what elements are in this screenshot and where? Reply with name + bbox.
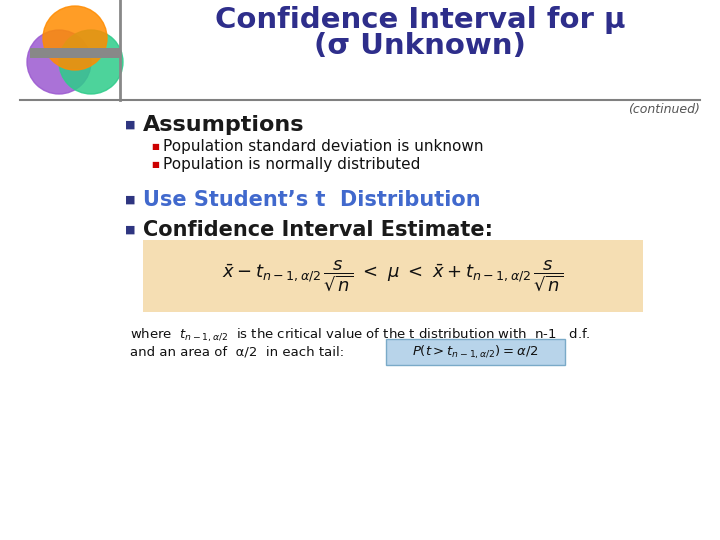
Circle shape xyxy=(59,30,123,94)
FancyBboxPatch shape xyxy=(386,339,565,365)
Text: $\bar{x} - t_{n-1,\alpha/2}\,\dfrac{s}{\sqrt{n}}\ <\ \mu\ <\ \bar{x} + t_{n-1,\a: $\bar{x} - t_{n-1,\alpha/2}\,\dfrac{s}{\… xyxy=(222,259,564,293)
Text: ■: ■ xyxy=(125,195,135,205)
Text: and an area of  α/2  in each tail:: and an area of α/2 in each tail: xyxy=(130,346,344,359)
Text: Population is normally distributed: Population is normally distributed xyxy=(163,157,420,172)
Text: ■: ■ xyxy=(151,141,159,151)
Circle shape xyxy=(43,6,107,70)
Text: (σ Unknown): (σ Unknown) xyxy=(314,32,526,60)
Text: Confidence Interval Estimate:: Confidence Interval Estimate: xyxy=(143,220,493,240)
Text: Confidence Interval for μ: Confidence Interval for μ xyxy=(215,6,625,34)
Text: ■: ■ xyxy=(125,120,135,130)
Text: (continued): (continued) xyxy=(628,103,700,116)
Text: $P(t > t_{n-1,\alpha/2}) = \alpha/2$: $P(t > t_{n-1,\alpha/2}) = \alpha/2$ xyxy=(413,343,539,360)
Text: Assumptions: Assumptions xyxy=(143,115,305,135)
Circle shape xyxy=(27,30,91,94)
FancyBboxPatch shape xyxy=(143,240,643,312)
Text: Use Student’s t  Distribution: Use Student’s t Distribution xyxy=(143,190,481,210)
Text: where  $t_{n-1,\alpha/2}$  is the critical value of the t distribution with  n-1: where $t_{n-1,\alpha/2}$ is the critical… xyxy=(130,327,590,343)
Text: ■: ■ xyxy=(125,225,135,235)
Text: ■: ■ xyxy=(151,159,159,168)
Bar xyxy=(30,48,120,58)
Text: Population standard deviation is unknown: Population standard deviation is unknown xyxy=(163,138,484,153)
